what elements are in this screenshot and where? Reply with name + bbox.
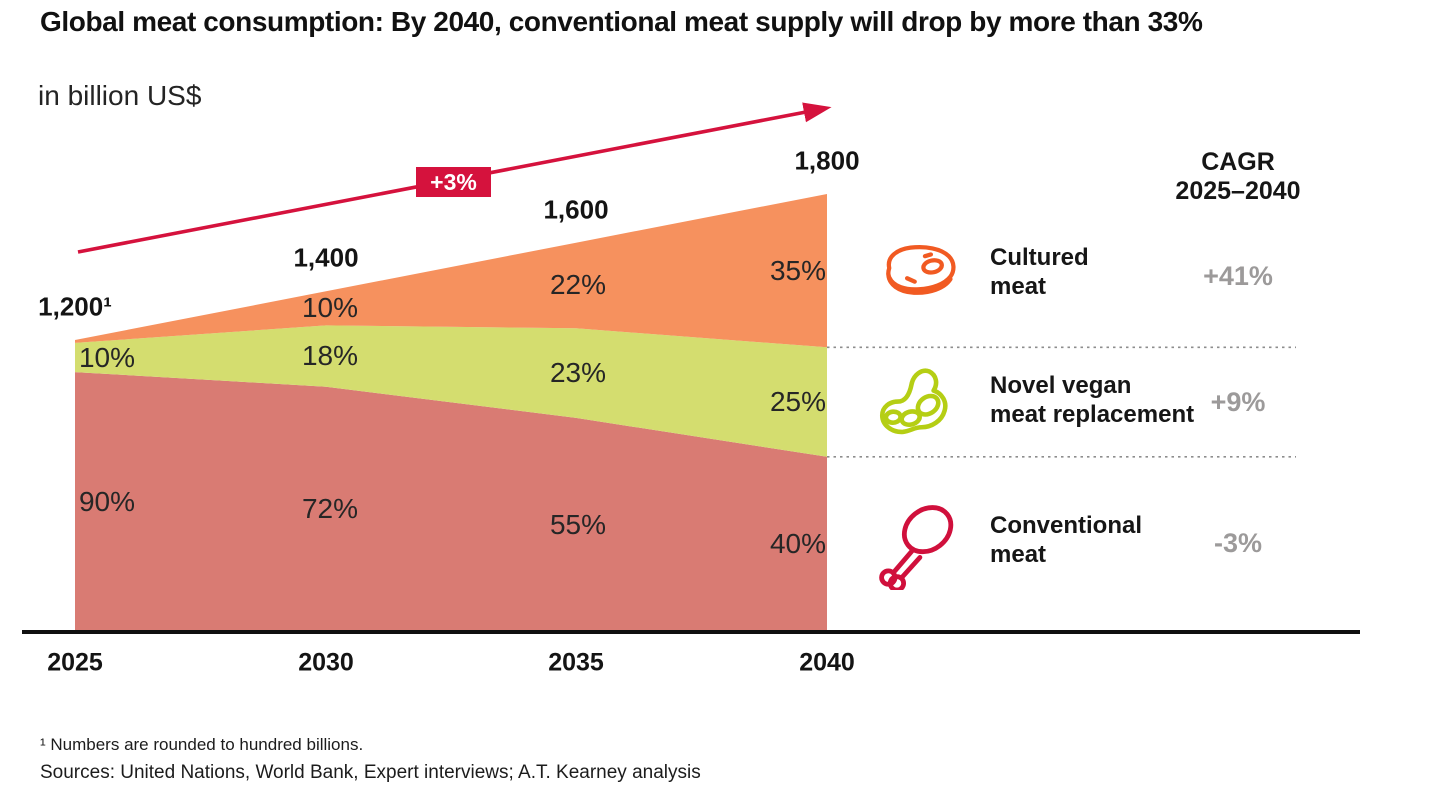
x-axis-tick-label: 2030 [298,648,354,677]
share-label: 23% [549,357,607,389]
x-axis-tick-label: 2035 [548,648,604,677]
total-label: 1,400 [293,242,359,273]
share-label: 90% [78,486,136,518]
cagr-value-novel-vegan: +9% [1210,387,1266,417]
share-label: 22% [549,269,607,301]
share-label: 40% [769,528,827,560]
area-novel-vegan [75,325,827,457]
share-label: 25% [769,386,827,418]
share-label: 35% [769,254,827,286]
cagr-value-conventional-meat: -3% [1213,528,1262,558]
footnote-sources: Sources: United Nations, World Bank, Exp… [40,762,701,783]
cagr-header-line1: CAGR [1201,148,1275,176]
growth-rate-badge: +3% [416,167,491,197]
cagr-value-cultured-meat: +41% [1203,261,1273,291]
legend-label-conventional-meat: Conventional meat [990,512,1143,568]
cagr-header: CAGR 2025–2040 [1158,148,1318,206]
area-cultured-meat [75,194,827,348]
share-label: 18% [301,340,359,372]
footnote-rounding: ¹ Numbers are rounded to hundred billion… [40,735,364,754]
area-conventional-meat [75,372,827,632]
share-label: 10% [78,341,136,373]
share-label: 10% [301,292,359,324]
chart-unit-label: in billion US$ [38,80,202,111]
total-label: 1,600 [543,194,609,225]
chart-title: Global meat consumption: By 2040, conven… [40,6,1203,37]
x-axis-tick-label: 2025 [47,648,103,677]
legend-label-novel-vegan: Novel vegan meat replacement [990,372,1195,428]
legend-label-cultured-meat: Cultured meat [990,244,1089,300]
x-axis-tick-label: 2040 [799,648,855,677]
share-label: 72% [301,493,359,525]
total-label: 1,200¹ [38,291,112,322]
drumstick-icon [879,505,954,590]
steak-icon [886,245,956,295]
cagr-header-line2: 2025–2040 [1175,177,1301,205]
share-label: 55% [549,508,607,540]
soybean-icon [879,368,948,435]
total-label: 1,800 [794,145,860,176]
